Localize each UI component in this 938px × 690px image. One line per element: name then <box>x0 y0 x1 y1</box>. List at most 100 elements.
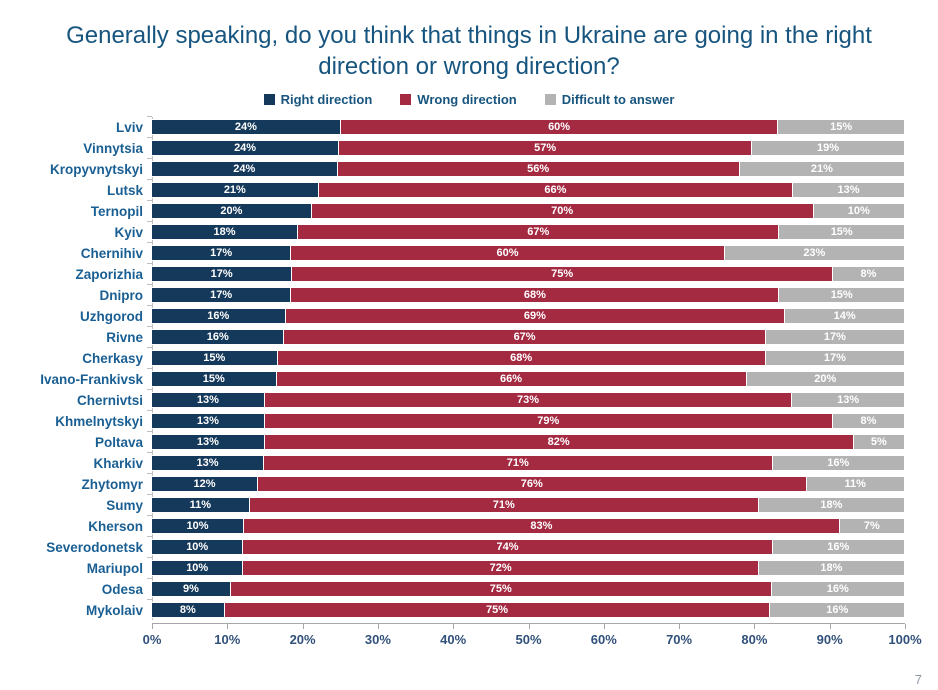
bar-segment-wrong-direction: 71% <box>249 497 759 514</box>
x-axis-tick-label: 60% <box>590 632 617 648</box>
category-label: Ivano-Frankivsk <box>40 371 143 387</box>
x-axis-tick-label: 100% <box>888 632 922 648</box>
bar-segment-wrong-direction: 68% <box>291 287 780 304</box>
bar-value-label: 16% <box>826 583 849 596</box>
bar-segment-wrong-direction: 69% <box>285 308 786 325</box>
bar-value-label: 83% <box>530 520 553 533</box>
bar-value-label: 24% <box>234 142 257 155</box>
bar-value-label: 13% <box>196 457 219 470</box>
bar-value-label: 75% <box>486 604 509 617</box>
row-bars: 15% 66% 20% <box>147 368 905 388</box>
bar-value-label: 79% <box>537 415 560 428</box>
bar-segment-difficult-to-answer: 15% <box>779 287 906 304</box>
bar-value-label: 15% <box>830 289 853 302</box>
category-label: Khmelnytskyi <box>55 413 143 429</box>
category-label: Vinnytsia <box>83 140 143 156</box>
bar-segment-right-direction: 18% <box>152 224 299 241</box>
row-bars: 17% 60% 23% <box>147 242 905 262</box>
bar-value-label: 17% <box>210 289 233 302</box>
bar-segment-wrong-direction: 71% <box>263 455 773 472</box>
bar-segment-wrong-direction: 79% <box>264 413 833 430</box>
bar-segment-wrong-direction: 72% <box>243 560 759 577</box>
bar-segment-wrong-direction: 82% <box>264 434 854 451</box>
bar-segment-wrong-direction: 60% <box>340 119 779 136</box>
bar-value-label: 11% <box>189 499 212 512</box>
bar-segment-right-direction: 10% <box>152 518 245 535</box>
bar-segment-wrong-direction: 66% <box>318 182 794 199</box>
row-bars: 24% 57% 19% <box>147 137 905 157</box>
bar-value-label: 76% <box>520 478 543 491</box>
table-row: Poltava 13% 82% 5% <box>0 431 905 451</box>
table-row: Mykolaiv 8% 75% 16% <box>0 599 905 619</box>
bar-value-label: 15% <box>830 226 853 239</box>
bar-segment-right-direction: 10% <box>152 560 244 577</box>
bar-segment-difficult-to-answer: 5% <box>853 434 905 451</box>
y-axis-line <box>152 117 153 621</box>
row-bars: 11% 71% 18% <box>147 494 905 514</box>
x-axis-tick <box>603 624 605 630</box>
bar-segment-difficult-to-answer: 16% <box>771 581 906 598</box>
x-axis-tick <box>754 624 756 630</box>
bar-segment-wrong-direction: 76% <box>258 476 807 493</box>
bar-value-label: 17% <box>210 268 233 281</box>
x-axis-tick-label: 70% <box>666 632 693 648</box>
bar-segment-difficult-to-answer: 18% <box>758 497 905 514</box>
bar-value-label: 66% <box>544 184 567 197</box>
x-axis-tick-label: 30% <box>364 632 391 648</box>
bar-value-label: 74% <box>496 541 519 554</box>
bar-segment-wrong-direction: 70% <box>311 203 814 220</box>
bar-value-label: 15% <box>830 121 853 134</box>
x-axis-tick-label: 40% <box>440 632 467 648</box>
bar-value-label: 10% <box>186 520 209 533</box>
category-label: Kyiv <box>114 224 143 240</box>
bar-value-label: 67% <box>513 331 536 344</box>
bar-value-label: 60% <box>496 247 519 260</box>
bar-segment-difficult-to-answer: 16% <box>772 455 905 472</box>
bar-value-label: 68% <box>523 289 546 302</box>
bar-segment-difficult-to-answer: 11% <box>806 476 905 493</box>
bar-value-label: 16% <box>827 541 850 554</box>
bar-value-label: 66% <box>500 373 523 386</box>
table-row: Uzhgorod 16% 69% 14% <box>0 305 905 325</box>
category-label: Kharkiv <box>93 455 143 471</box>
table-row: Chernivtsi 13% 73% 13% <box>0 389 906 409</box>
bar-segment-wrong-direction: 68% <box>277 350 766 367</box>
bar-segment-wrong-direction: 66% <box>276 371 747 388</box>
bar-value-label: 18% <box>820 499 843 512</box>
bar-segment-right-direction: 15% <box>152 350 278 367</box>
bar-segment-difficult-to-answer: 20% <box>746 371 905 388</box>
bar-value-label: 71% <box>492 499 515 512</box>
row-bars: 10% 72% 18% <box>147 557 905 577</box>
table-row: Sumy 11% 71% 18% <box>0 494 905 514</box>
x-axis: 0% 10% 20% 30% 40% 50% 60% 70% 80% 90% 100% <box>143 623 922 651</box>
x-axis-tick <box>152 624 153 630</box>
page-number: 7 <box>914 672 922 687</box>
bar-segment-wrong-direction: 67% <box>284 329 766 346</box>
bar-value-label: 24% <box>234 121 257 134</box>
bar-value-label: 12% <box>193 478 216 491</box>
row-bars: 10% 83% 7% <box>147 515 905 535</box>
x-axis-tick-label: 80% <box>741 632 768 648</box>
bar-value-label: 14% <box>833 310 856 323</box>
bar-value-label: 60% <box>548 121 571 134</box>
legend-label: Right direction <box>280 92 373 108</box>
bar-value-label: 10% <box>847 205 870 218</box>
bar-segment-wrong-direction: 75% <box>292 266 833 283</box>
bar-segment-difficult-to-answer: 8% <box>832 266 906 283</box>
bar-value-label: 67% <box>527 226 550 239</box>
chart-title: Generally speaking, do you think that th… <box>66 22 872 81</box>
x-axis-tick-label: 20% <box>289 632 316 648</box>
bar-segment-wrong-direction: 67% <box>298 224 780 241</box>
bar-value-label: 15% <box>202 373 225 386</box>
legend-item: Right direction <box>263 92 373 108</box>
x-axis-tick-label: 10% <box>214 632 241 648</box>
category-label: Uzhgorod <box>80 308 143 324</box>
category-label: Lviv <box>115 119 143 135</box>
x-axis-tick <box>302 624 304 630</box>
bar-value-label: 71% <box>506 457 529 470</box>
bar-value-label: 8% <box>860 415 877 428</box>
bar-value-label: 5% <box>870 436 887 449</box>
bar-segment-wrong-direction: 73% <box>264 392 793 409</box>
bar-value-label: 10% <box>186 562 209 575</box>
bar-segment-right-direction: 21% <box>152 182 319 199</box>
